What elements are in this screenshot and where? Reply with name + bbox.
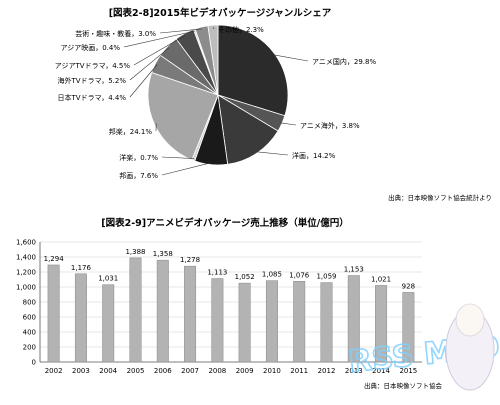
bar-data-label: 1,153 bbox=[344, 266, 364, 274]
bar bbox=[320, 282, 333, 363]
pie-leader-line bbox=[280, 122, 297, 126]
bar-y-tick-label: 200 bbox=[23, 344, 36, 352]
bar bbox=[238, 282, 251, 363]
bar-data-label: 1,059 bbox=[316, 273, 336, 281]
pie-leader-line bbox=[129, 47, 170, 81]
pie-slice bbox=[217, 24, 289, 117]
pie-slice-label: アジア映画，0.4% bbox=[60, 43, 120, 52]
bar-data-label: 1,358 bbox=[153, 250, 173, 258]
bar-y-tick-label: 800 bbox=[23, 299, 36, 307]
bar-series bbox=[47, 257, 415, 363]
pie-slice-label: 邦画，7.6% bbox=[119, 171, 158, 180]
pie-slice-label: 芸術・趣味・教養，3.0% bbox=[75, 29, 156, 38]
bar-x-tick-labels: 2002 2003 2004 2005 2006 2007 2008 2009 2010 2011… bbox=[45, 367, 418, 375]
pie-leader-line bbox=[161, 162, 212, 176]
pie-chart-title: [図表2-8]2015年ビデオパッケージジャンルシェア bbox=[109, 7, 332, 19]
bar-data-label: 1,021 bbox=[371, 275, 391, 283]
bar-x-tick-label: 2013 bbox=[345, 367, 363, 375]
bar-x-tick-label: 2008 bbox=[208, 367, 226, 375]
pie-chart bbox=[147, 24, 289, 166]
bar-data-label: 1,076 bbox=[289, 271, 310, 279]
bar-x-tick-label: 2014 bbox=[372, 367, 390, 375]
pie-labels: アニメ国内，29.8% アニメ海外，3.8% 洋画，14.2% 邦画，7.6% 洋楽，0… bbox=[55, 25, 377, 180]
bar-data-label: 1,052 bbox=[235, 273, 255, 281]
pie-leader-line bbox=[133, 35, 186, 66]
bar bbox=[293, 281, 306, 363]
bar-x-tick-label: 2011 bbox=[290, 367, 308, 375]
pie-slice-label: 邦楽，24.1% bbox=[109, 127, 153, 136]
pie-leader-line bbox=[159, 28, 202, 34]
pie-slice-label: その他，2.3% bbox=[218, 25, 264, 34]
bar bbox=[74, 273, 87, 363]
bar-y-tick-labels: 0 200 400 600 800 1,000 1,200 1,400 1,600 bbox=[16, 239, 36, 367]
pie-leader-line bbox=[161, 156, 195, 159]
bar-y-tick-label: 400 bbox=[23, 329, 36, 337]
pie-slice-label: 海外TVドラマ，5.2% bbox=[58, 76, 127, 85]
bar-source-note: 出典：日本映像ソフト協会 bbox=[364, 381, 443, 390]
bar bbox=[375, 285, 388, 363]
bar-y-tick-label: 1,200 bbox=[16, 269, 36, 277]
pie-source-note: 出典：日本映像ソフト協会統計より bbox=[388, 193, 492, 202]
bar-y-tick-label: 0 bbox=[32, 359, 36, 367]
bar-x-tick-label: 2002 bbox=[45, 367, 63, 375]
pie-slice-label: 日本TVドラマ，4.4% bbox=[58, 93, 127, 102]
pie-leader-line bbox=[212, 27, 215, 30]
pie-leader-line bbox=[255, 151, 289, 156]
bar-y-tick-label: 1,400 bbox=[16, 254, 36, 262]
pie-leader-line bbox=[272, 54, 309, 62]
bar bbox=[265, 280, 278, 363]
bar-x-tick-label: 2012 bbox=[318, 367, 336, 375]
bar bbox=[211, 278, 224, 363]
bar-data-label: 1,085 bbox=[262, 271, 282, 279]
pie-leader-line bbox=[129, 64, 158, 98]
bar-x-tick-label: 2007 bbox=[181, 367, 199, 375]
bar-x-tick-label: 2003 bbox=[72, 367, 90, 375]
pie-slice-label: アニメ国内，29.8% bbox=[312, 57, 376, 66]
bar-x-tick-label: 2006 bbox=[154, 367, 172, 375]
bar bbox=[102, 284, 115, 363]
bar-data-label: 1,278 bbox=[180, 256, 200, 264]
bar-y-tick-label: 600 bbox=[23, 314, 36, 322]
bar-data-label: 928 bbox=[402, 282, 415, 290]
bar-x-tick-label: 2015 bbox=[399, 367, 417, 375]
bar-data-label: 1,176 bbox=[71, 264, 92, 272]
bar-data-label: 1,031 bbox=[98, 275, 118, 283]
bar bbox=[156, 259, 169, 363]
pie-slice-label: アニメ海外，3.8% bbox=[300, 121, 360, 130]
bar-data-label: 1,294 bbox=[44, 255, 65, 263]
pie-slice bbox=[217, 94, 279, 165]
bar bbox=[184, 265, 197, 363]
bar-data-labels: 1,294 1,176 1,031 1,388 1,358 1,278 1,113 1,052… bbox=[44, 248, 415, 291]
bar-x-tick-label: 2004 bbox=[99, 367, 117, 375]
bar-chart-title: [図表2-9]アニメビデオパッケージ売上推移（単位/億円） bbox=[101, 217, 348, 229]
bar bbox=[402, 292, 415, 363]
bar bbox=[129, 257, 142, 363]
pie-leader-line bbox=[123, 30, 196, 48]
bar-data-label: 1,388 bbox=[125, 248, 145, 256]
character-face bbox=[455, 303, 485, 337]
pie-slice-label: アジアTVドラマ，4.5% bbox=[55, 62, 131, 70]
bar-data-label: 1,113 bbox=[207, 269, 227, 277]
bar-x-tick-label: 2010 bbox=[263, 367, 281, 375]
bar bbox=[47, 264, 60, 363]
bar-x-tick-label: 2005 bbox=[127, 367, 145, 375]
bar-y-tick-label: 1,600 bbox=[16, 239, 36, 247]
bar-x-tick-label: 2009 bbox=[236, 367, 254, 375]
pie-slice-label: 洋楽，0.7% bbox=[119, 153, 158, 162]
pie-slice bbox=[207, 24, 219, 96]
bar-y-tick-label: 1,000 bbox=[16, 284, 36, 292]
bar bbox=[347, 275, 360, 363]
pie-slice bbox=[147, 72, 219, 161]
pie-slice-label: 洋画，14.2% bbox=[292, 151, 336, 160]
